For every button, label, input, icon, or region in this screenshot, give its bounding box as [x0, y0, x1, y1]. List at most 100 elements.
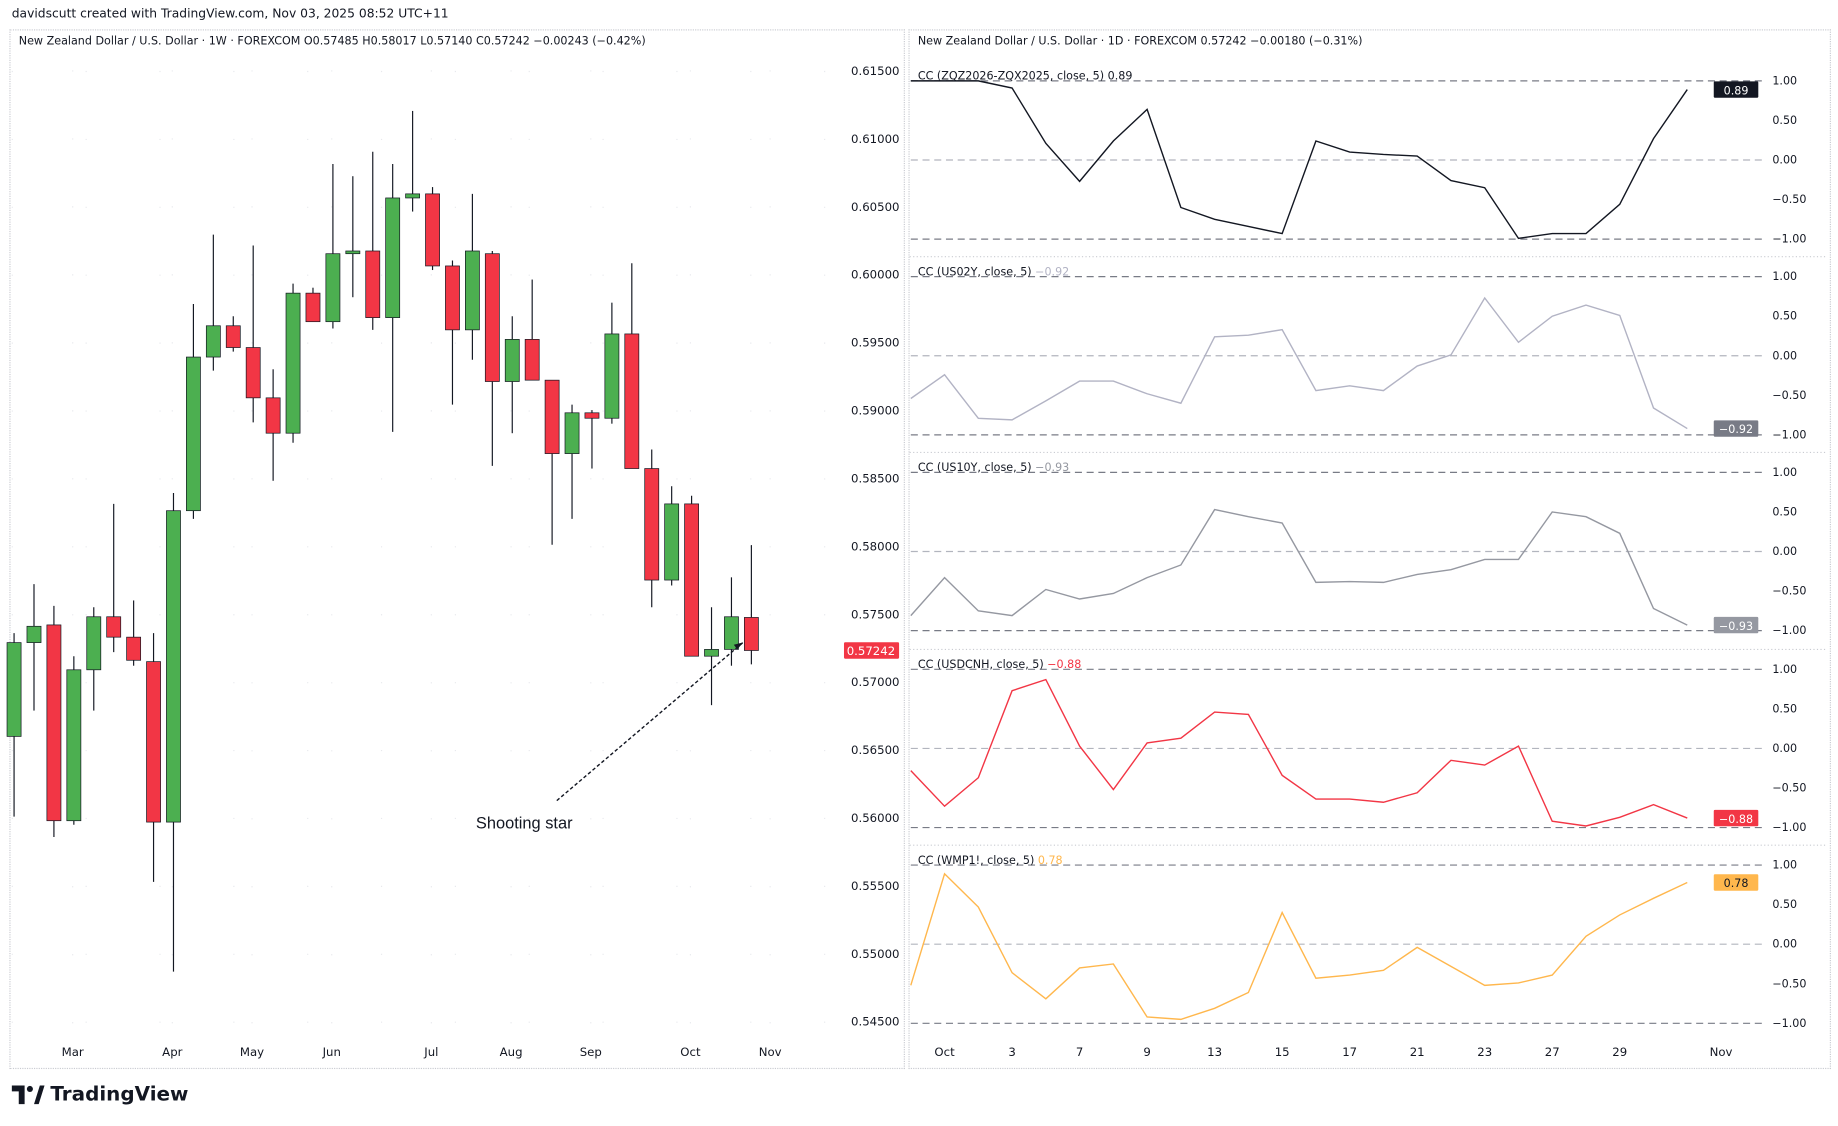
daily-time-axis-label: Oct — [934, 1045, 955, 1059]
time-axis-label: Nov — [759, 1045, 782, 1059]
daily-time-axis-label: 13 — [1207, 1045, 1222, 1059]
correlation-axis-label: 0.00 — [1772, 545, 1797, 558]
correlation-line — [910, 872, 1688, 1021]
candle-down — [245, 347, 261, 399]
correlation-axis-label: 0.50 — [1772, 114, 1797, 127]
tradingview-logo[interactable]: TradingView — [11, 1083, 189, 1107]
correlation-axis-label: −0.50 — [1772, 782, 1806, 795]
candle-down — [544, 379, 560, 454]
time-axis-label: Jul — [423, 1045, 438, 1059]
daily-time-axis-label: 7 — [1076, 1045, 1083, 1059]
candle-down — [265, 397, 281, 434]
correlation-axis-label: 0.50 — [1772, 898, 1797, 911]
price-axis-label: 0.55000 — [851, 947, 899, 961]
last-value-label: −0.88 — [1719, 813, 1753, 826]
daily-symbol-legend: New Zealand Dollar / U.S. Dollar · 1D · … — [917, 35, 1363, 49]
candle-up — [504, 339, 520, 382]
last-value-tag — [1713, 81, 1759, 98]
price-axis-label: 0.57500 — [851, 607, 899, 621]
correlation-axis-label: 1.00 — [1772, 74, 1797, 87]
time-axis-label: Apr — [162, 1045, 182, 1059]
daily-time-axis-label: 21 — [1410, 1045, 1425, 1059]
indicator-legend: CC (USDCNH, close, 5) −0.88 — [918, 658, 1081, 671]
indicator-legend: CC (ZQZ2026-ZQX2025, close, 5) 0.89 — [918, 70, 1133, 83]
correlation-axis-label: 1.00 — [1772, 270, 1797, 283]
time-axis-label: May — [240, 1045, 264, 1059]
correlation-axis-label: 0.00 — [1772, 154, 1797, 167]
tradingview-logo-text: TradingView — [50, 1083, 189, 1107]
candle-up — [465, 250, 480, 331]
correlation-axis-label: −1.00 — [1772, 624, 1806, 637]
daily-time-axis-label: 15 — [1275, 1045, 1290, 1059]
price-axis-label: 0.61500 — [851, 64, 899, 78]
daily-time-axis-label: 23 — [1477, 1045, 1492, 1059]
correlation-axis-label: −1.00 — [1772, 821, 1806, 834]
candle-down — [305, 292, 321, 323]
time-axis-label: Aug — [500, 1045, 523, 1059]
price-axis-label: 0.54500 — [851, 1015, 899, 1029]
candle-up — [205, 325, 221, 358]
candle-down — [743, 617, 759, 651]
candle-up — [704, 649, 719, 657]
correlation-axis-label: 0.50 — [1772, 702, 1797, 715]
candle-up — [186, 356, 201, 512]
indicator-legend: CC (WMP1!, close, 5) 0.78 — [918, 854, 1063, 867]
candle-up — [564, 412, 580, 454]
candle-up — [66, 669, 82, 822]
correlation-axis-label: −0.50 — [1772, 193, 1806, 206]
candle-down — [584, 412, 600, 419]
correlation-axis-label: −0.50 — [1772, 585, 1806, 598]
candle-up — [325, 253, 341, 323]
correlation-line — [910, 80, 1688, 240]
candle-up — [6, 642, 22, 737]
daily-time-axis-label: 29 — [1612, 1045, 1627, 1059]
correlation-axis-label: 0.00 — [1772, 349, 1797, 362]
correlation-line — [910, 296, 1688, 430]
candle-down — [644, 468, 660, 581]
daily-correlation-pane[interactable] — [908, 29, 1831, 1070]
time-axis-label: Sep — [580, 1045, 602, 1059]
correlation-axis-label: 0.50 — [1772, 505, 1797, 518]
candle-down — [106, 616, 122, 638]
price-axis-label: 0.56500 — [851, 743, 899, 757]
last-value-label: 0.89 — [1724, 84, 1749, 97]
price-axis-label: 0.57000 — [851, 675, 899, 689]
last-value-label: −0.92 — [1719, 423, 1753, 436]
correlation-axis-label: 0.00 — [1772, 742, 1797, 755]
price-axis-label: 0.58500 — [851, 471, 899, 485]
price-axis-label: 0.55500 — [851, 879, 899, 893]
candle-up — [604, 333, 620, 419]
current-price-tag — [843, 642, 900, 659]
correlation-axis-label: −0.50 — [1772, 389, 1806, 402]
candle-up — [724, 616, 739, 650]
correlation-axis-label: −1.00 — [1772, 1017, 1806, 1030]
correlation-axis-label: 1.00 — [1772, 663, 1797, 676]
candle-down — [684, 503, 699, 657]
price-axis-label: 0.59000 — [851, 404, 899, 418]
candle-up — [26, 625, 42, 643]
correlation-axis-label: −1.00 — [1772, 428, 1806, 441]
price-axis-label: 0.60000 — [851, 268, 899, 282]
price-axis-label: 0.60500 — [851, 200, 899, 214]
annotation-label: Shooting star — [476, 815, 573, 833]
candle-up — [385, 197, 401, 318]
last-value-tag — [1713, 874, 1759, 891]
tradingview-logo-icon — [11, 1085, 45, 1105]
price-axis-label: 0.59500 — [851, 336, 899, 350]
correlation-axis-label: 0.00 — [1772, 938, 1797, 951]
candle-down — [524, 339, 540, 381]
indicator-legend-value: −0.92 — [1035, 265, 1069, 278]
correlation-axis-label: −1.00 — [1772, 233, 1806, 246]
indicator-legend-value: 0.78 — [1038, 854, 1063, 867]
candle-down — [445, 265, 460, 331]
candle-up — [285, 292, 301, 434]
candle-up — [405, 193, 420, 199]
weekly-price-pane[interactable] — [9, 29, 905, 1070]
daily-time-axis-label: 3 — [1008, 1045, 1015, 1059]
indicator-legend-value: 0.89 — [1108, 70, 1133, 83]
candle-up — [664, 503, 680, 581]
daily-time-axis-label: 27 — [1545, 1045, 1560, 1059]
correlation-axis-label: 1.00 — [1772, 466, 1797, 479]
